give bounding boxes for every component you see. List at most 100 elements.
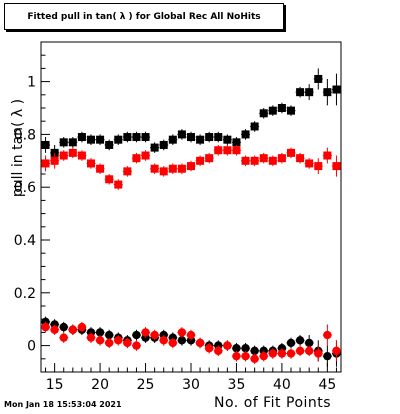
data-point-circle: [114, 336, 123, 345]
data-point-square: [241, 130, 250, 139]
data-point-circle: [177, 328, 187, 337]
plot-layer: 15 20 25 30 35 40 45 0 0.2 0.4 0.6 0.8 1: [14, 41, 342, 393]
data-point-square: [259, 109, 268, 118]
data-point-circle: [286, 338, 296, 348]
data-point-square: [123, 133, 132, 142]
x-tick-label: 45: [318, 377, 336, 393]
data-point-square: [59, 151, 68, 160]
data-point-circle: [214, 346, 223, 356]
data-point-circle: [68, 325, 78, 334]
data-point-square: [96, 135, 105, 144]
data-point-square: [114, 180, 123, 189]
y-tick-label: 0: [27, 339, 36, 355]
data-point-square: [205, 154, 214, 163]
data-point-square: [241, 156, 250, 165]
data-point-circle: [259, 351, 268, 361]
data-point-square: [77, 133, 86, 142]
data-point-circle: [323, 351, 332, 361]
data-point-square: [332, 85, 341, 94]
data-point-square: [68, 138, 77, 147]
data-point-square: [214, 133, 223, 142]
data-point-square: [214, 146, 223, 155]
x-tick-label: 25: [137, 377, 155, 393]
y-tick-label: 1: [27, 75, 36, 91]
data-point-square: [159, 140, 168, 149]
data-point-circle: [41, 322, 50, 332]
y-tick-label: 0.6: [14, 180, 36, 196]
data-point-square: [323, 151, 332, 160]
data-point-square: [105, 175, 114, 184]
data-point-square: [168, 135, 177, 144]
data-point-circle: [150, 330, 159, 340]
data-point-square: [232, 146, 241, 155]
data-point-circle: [295, 346, 305, 356]
data-point-circle: [232, 344, 241, 353]
data-point-square: [223, 135, 232, 144]
data-point-circle: [59, 322, 68, 332]
data-point-square: [314, 162, 323, 171]
data-point-square: [177, 130, 186, 139]
x-tick-label: 35: [228, 377, 246, 393]
data-point-circle: [50, 325, 59, 334]
data-point-square: [132, 154, 141, 163]
data-point-square: [323, 88, 332, 97]
data-point-square: [187, 133, 195, 142]
data-point-circle: [304, 338, 314, 348]
data-point-circle: [77, 322, 87, 332]
data-point-circle: [141, 328, 150, 337]
data-point-square: [87, 135, 95, 144]
data-point-circle: [277, 349, 287, 358]
data-point-circle: [314, 349, 323, 358]
data-point-circle: [250, 354, 259, 363]
data-point-square: [114, 135, 123, 144]
data-point-circle: [159, 336, 168, 345]
data-point-square: [250, 156, 259, 165]
data-point-square: [287, 106, 295, 115]
data-point-circle: [104, 338, 114, 348]
data-point-circle: [195, 338, 205, 348]
data-point-circle: [104, 330, 114, 340]
data-point-circle: [241, 351, 250, 361]
data-point-square: [205, 133, 214, 142]
data-point-circle: [250, 346, 259, 356]
data-point-square: [150, 164, 159, 173]
data-point-square: [223, 146, 232, 155]
data-point-square: [232, 138, 241, 147]
data-point-circle: [95, 328, 105, 337]
y-tick-label: 0.8: [14, 127, 36, 143]
data-point-square: [141, 133, 150, 142]
data-point-square: [132, 133, 141, 142]
data-point-circle: [86, 333, 96, 342]
x-axis-label: No. of Fit Points: [214, 395, 332, 411]
y-tick-label: 0.4: [14, 233, 36, 249]
x-tick-label: 30: [182, 377, 200, 393]
data-point-square: [296, 88, 305, 97]
chart-title: Fitted pull in tan( λ ) for Global Rec A…: [4, 3, 284, 30]
data-point-square: [123, 167, 132, 176]
data-point-circle: [177, 336, 187, 345]
data-point-square: [159, 167, 168, 176]
data-point-square: [141, 151, 150, 160]
data-point-circle: [241, 344, 250, 353]
data-point-square: [305, 159, 314, 168]
data-point-square: [177, 164, 186, 173]
data-point-square: [332, 162, 341, 171]
data-point-square: [59, 138, 68, 147]
data-point-square: [268, 106, 277, 115]
data-point-square: [268, 156, 277, 165]
data-point-circle: [59, 333, 68, 342]
data-point-square: [96, 164, 105, 173]
data-point-square: [296, 154, 305, 163]
data-point-square: [168, 164, 177, 173]
plot-frame: [40, 41, 342, 373]
data-point-circle: [295, 336, 305, 345]
data-point-circle: [95, 336, 105, 345]
data-point-circle: [286, 349, 296, 358]
data-point-circle: [304, 346, 314, 356]
footer-timestamp: Mon Jan 18 15:53:04 2021: [4, 400, 122, 409]
data-point-square: [77, 151, 86, 160]
y-axis-label: pull in tan( λ ): [10, 99, 26, 197]
x-tick-label: 40: [273, 377, 291, 393]
data-point-square: [314, 74, 323, 83]
